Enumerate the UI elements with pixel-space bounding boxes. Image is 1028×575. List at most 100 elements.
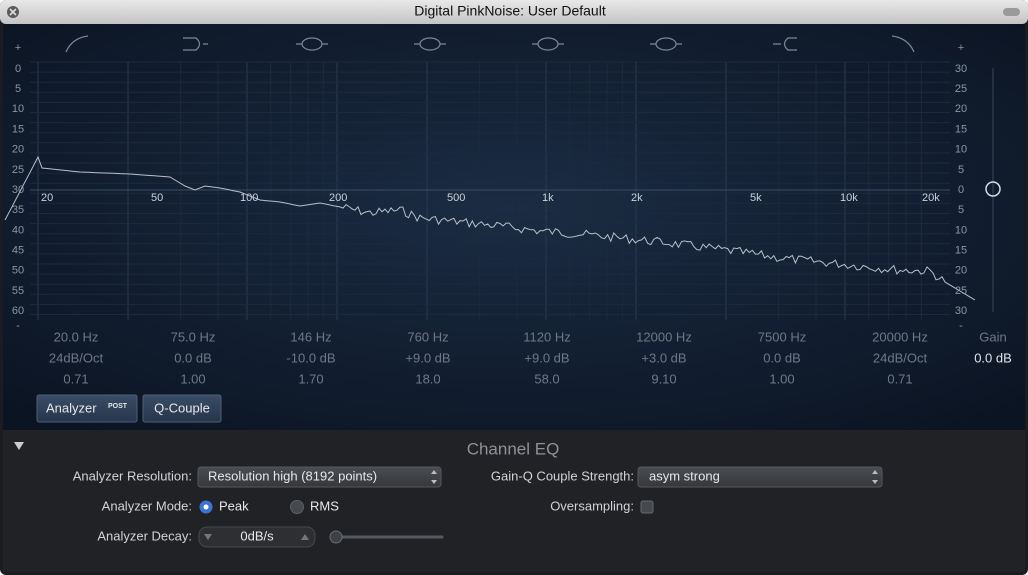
band-icon [183,37,208,51]
left-scale-label: + [15,42,21,54]
right-scale-label: 10 [955,224,967,236]
band-frequency[interactable]: 75.0 Hz [171,329,216,344]
right-scale-label: 30 [955,63,967,75]
left-scale-label: 25 [12,164,24,176]
radio-label: RMS [310,498,339,513]
q-couple-button-label: Q-Couple [154,400,210,415]
band-frequency[interactable]: 1120 Hz [523,329,570,344]
right-scale-label: 10 [955,144,967,156]
left-scale-label: 15 [12,123,24,135]
band-gain[interactable]: +3.0 dB [641,350,686,365]
decay-value: 0dB/s [240,528,274,543]
band-gain[interactable]: 0.0 dB [174,350,212,365]
q-couple-button[interactable] [142,394,222,423]
frequency-label: 2k [631,192,643,204]
post-label[interactable]: POST [108,403,128,410]
band-frequency[interactable]: 760 Hz [407,329,448,344]
right-scale-label: 30 [955,305,967,317]
right-scale-label: - [959,320,963,332]
toolbar-toggle[interactable] [1003,8,1020,16]
band-icon [65,35,89,53]
band-q[interactable]: 9.10 [651,371,676,386]
radio-dot [203,504,209,510]
settings-panel [3,430,1025,572]
frequency-label: 10k [840,192,858,204]
radio-rms[interactable] [290,500,304,514]
band-frequency[interactable]: 7500 Hz [758,329,806,344]
band-q[interactable]: 0.71 [887,371,912,386]
setting-label: Oversampling: [550,498,634,513]
band-gain[interactable]: +9.0 dB [524,350,569,365]
frequency-label: 200 [329,192,347,204]
left-scale-label: 30 [12,184,24,196]
left-scale-label: 0 [15,63,21,75]
band-gain[interactable]: +9.0 dB [405,350,450,365]
band-q[interactable]: 1.00 [769,371,794,386]
left-scale-label: 10 [12,103,24,115]
band-gain[interactable]: 24dB/Oct [873,350,928,365]
analyzer-spectrum [4,155,976,301]
band-icons [65,35,915,53]
setting-label: Analyzer Decay: [97,528,192,543]
band-frequency[interactable]: 20.0 Hz [54,329,99,344]
left-scale-label: 55 [12,285,24,297]
left-scale-label: 35 [12,204,24,216]
right-scale-label: 20 [955,103,967,115]
band-gain[interactable]: -10.0 dB [286,350,335,365]
setting-label: Gain-Q Couple Strength: [491,468,634,483]
band-frequency[interactable]: 12000 Hz [636,329,692,344]
select-arrows [431,470,437,484]
frequency-label: 1k [542,192,554,204]
analyzer-button-label: Analyzer [46,400,97,415]
resolution-value: Resolution high (8192 points) [208,468,377,483]
radio-label: Peak [219,498,249,513]
frequency-label: 100 [240,192,258,204]
setting-label: Analyzer Resolution: [73,468,192,483]
band-frequency[interactable]: 20000 Hz [872,329,928,344]
left-scale-label: 40 [12,224,24,236]
band-q[interactable]: 18.0 [415,371,440,386]
right-scale-label: 5 [958,164,964,176]
select-arrows [872,470,878,484]
right-scale-label: 15 [955,123,967,135]
settings-title: Channel EQ [467,439,560,458]
close-icon [9,8,17,16]
band-gain[interactable]: 24dB/Oct [49,350,104,365]
right-scale-label: 15 [955,244,967,256]
left-scale-label: 20 [12,144,24,156]
gain-label: Gain [979,329,1006,344]
decay-field[interactable] [198,526,316,548]
right-scale-label: + [958,42,964,54]
band-icon [891,35,915,53]
left-scale-label: 5 [15,83,21,95]
right-scale-label: 20 [955,265,967,277]
couple-strength-value: asym strong [649,468,720,483]
frequency-label: 5k [750,192,762,204]
left-scale-label: - [16,320,20,332]
disclosure-triangle[interactable] [14,442,24,450]
band-gain[interactable]: 0.0 dB [763,350,801,365]
frequency-label: 20k [922,192,940,204]
setting-label: Analyzer Mode: [102,498,192,513]
band-frequency[interactable]: 146 Hz [290,329,331,344]
band-q[interactable]: 58.0 [534,371,559,386]
window-title: Digital PinkNoise: User Default [414,3,606,19]
couple-strength-select[interactable] [637,466,883,488]
oversampling-checkbox[interactable] [640,500,654,514]
gain-slider-knob[interactable] [985,181,1001,197]
left-scale-label: 45 [12,244,24,256]
band-icon [773,37,797,51]
right-scale-label: 5 [958,204,964,216]
gain-value[interactable]: 0.0 dB [974,350,1012,365]
band-q[interactable]: 0.71 [63,371,88,386]
resolution-select[interactable] [197,466,442,488]
band-q[interactable]: 1.00 [180,371,205,386]
frequency-label: 500 [447,192,465,204]
title-bar [0,0,1028,24]
grid [30,61,950,320]
analyzer-button[interactable] [36,394,138,423]
right-scale-label: 25 [955,83,967,95]
band-q[interactable]: 1.70 [298,371,323,386]
decay-slider-knob[interactable] [329,530,343,544]
